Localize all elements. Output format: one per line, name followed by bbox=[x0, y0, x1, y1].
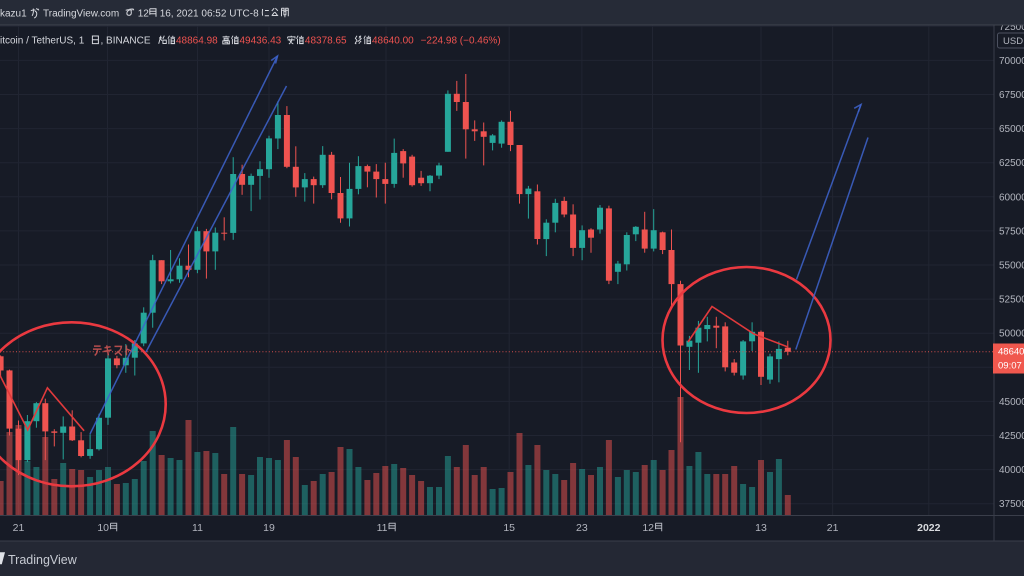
svg-text:19: 19 bbox=[263, 522, 275, 534]
svg-text:60000: 60000 bbox=[999, 192, 1024, 203]
svg-text:23: 23 bbox=[576, 522, 588, 534]
svg-text:12: 12 bbox=[642, 522, 654, 534]
svg-text:55000: 55000 bbox=[999, 261, 1024, 272]
svg-text:62500: 62500 bbox=[999, 158, 1024, 169]
svg-text:2022: 2022 bbox=[917, 522, 941, 534]
svg-text:kazu1: kazu1 bbox=[0, 9, 27, 20]
svg-text:11: 11 bbox=[377, 522, 388, 534]
svg-text:48640.00: 48640.00 bbox=[372, 36, 414, 47]
svg-text:49436.43: 49436.43 bbox=[240, 36, 282, 47]
svg-text:itcoin / TetherUS, 1: itcoin / TetherUS, 1 bbox=[0, 36, 85, 47]
svg-text:45000: 45000 bbox=[999, 397, 1024, 408]
svg-text:USD: USD bbox=[1003, 36, 1023, 47]
svg-text:11: 11 bbox=[192, 522, 203, 534]
svg-text:50000: 50000 bbox=[999, 329, 1024, 340]
svg-text:10: 10 bbox=[97, 522, 109, 534]
svg-text:48864.98: 48864.98 bbox=[176, 36, 218, 47]
svg-text:21: 21 bbox=[13, 522, 25, 534]
svg-text:12: 12 bbox=[138, 9, 150, 20]
svg-text:37500: 37500 bbox=[999, 499, 1024, 510]
svg-text:65000: 65000 bbox=[999, 124, 1024, 135]
svg-text:72500: 72500 bbox=[999, 22, 1024, 33]
svg-text:42500: 42500 bbox=[999, 431, 1024, 442]
svg-text:70000: 70000 bbox=[999, 56, 1024, 67]
svg-text:48640: 48640 bbox=[998, 347, 1024, 358]
svg-text:48378.65: 48378.65 bbox=[305, 36, 347, 47]
svg-text:21: 21 bbox=[827, 522, 839, 534]
svg-text:TradingView.com: TradingView.com bbox=[43, 9, 119, 20]
svg-text:−224.98 (−0.46%): −224.98 (−0.46%) bbox=[421, 36, 501, 47]
svg-text:15: 15 bbox=[503, 522, 515, 534]
svg-text:40000: 40000 bbox=[999, 465, 1024, 476]
svg-text:16, 2021 06:52 UTC-8: 16, 2021 06:52 UTC-8 bbox=[160, 9, 259, 20]
svg-text:13: 13 bbox=[755, 522, 767, 534]
svg-text:09:07: 09:07 bbox=[998, 361, 1022, 372]
svg-text:67500: 67500 bbox=[999, 90, 1024, 101]
svg-text:, BINANCE: , BINANCE bbox=[101, 36, 151, 47]
svg-text:TradingView: TradingView bbox=[8, 553, 78, 567]
svg-text:57500: 57500 bbox=[999, 226, 1024, 237]
svg-text:52500: 52500 bbox=[999, 295, 1024, 306]
